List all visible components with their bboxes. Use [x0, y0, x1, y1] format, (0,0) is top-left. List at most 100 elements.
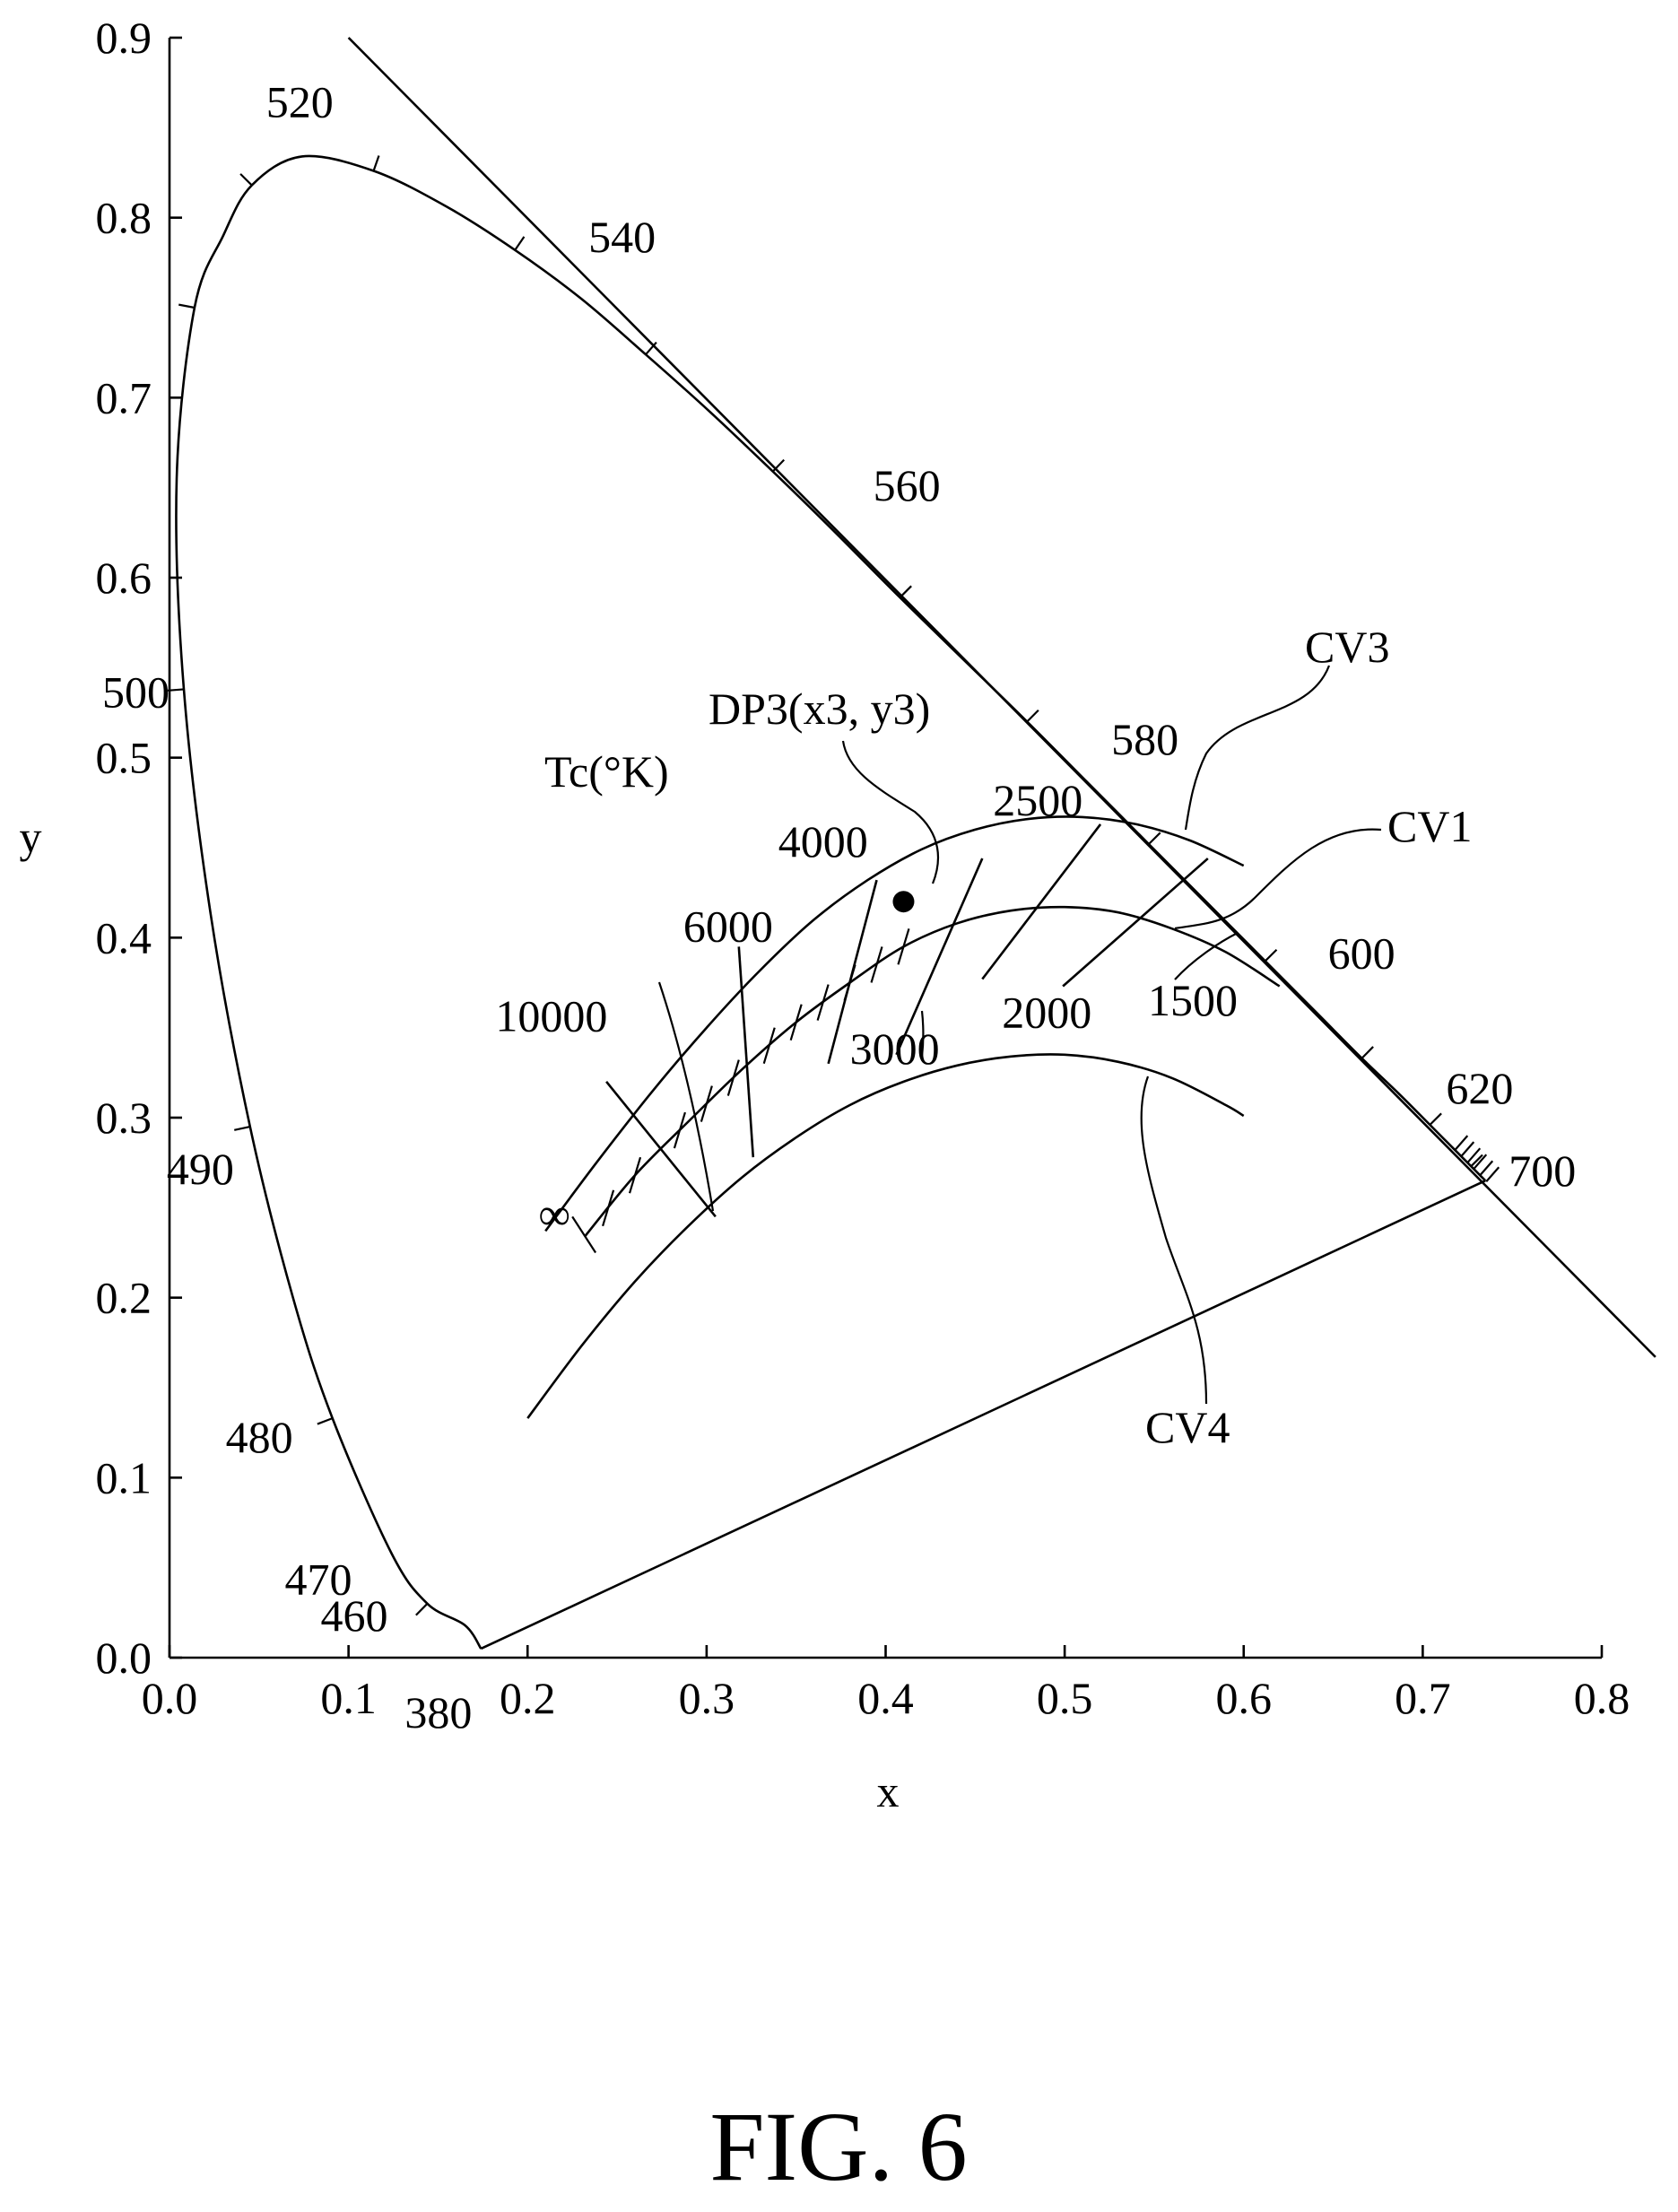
red-end-tick: [1460, 1141, 1475, 1157]
isotherm-line-4000: [827, 879, 878, 1065]
dp3-point: [892, 891, 915, 913]
wavelength-label-600: 600: [1328, 928, 1395, 979]
x-axis-title: x: [877, 1766, 900, 1816]
y-tick-label: 0.3: [96, 1093, 152, 1143]
cv1-scale-tick: [789, 1004, 803, 1041]
x-tick-label: 0.5: [1037, 1673, 1093, 1723]
isotherm-label-2500: 2500: [993, 775, 1082, 825]
red-end-tick: [1454, 1135, 1469, 1151]
wavelength-tick: [1429, 1112, 1442, 1126]
cv1-scale-tick: [726, 1059, 740, 1096]
plot-axes: 0.0 0.1 0.2 0.3 0.4 0.5 0.6 0.7 0.8 0.0 0.1 0.2 0.3 0…: [96, 13, 1630, 1723]
wavelength-label-490: 490: [167, 1144, 234, 1194]
wavelength-tick: [1264, 948, 1278, 962]
wavelength-label-520: 520: [266, 76, 334, 126]
curves-group: [526, 815, 1281, 1419]
isotherm-line-2500: [981, 823, 1102, 980]
x-tick-label: 0.7: [1395, 1673, 1451, 1723]
x-tick-label: 0.0: [142, 1673, 198, 1723]
y-tick-label: 0.4: [96, 912, 152, 962]
wavelength-tick: [317, 1417, 334, 1425]
red-end-tick: [1479, 1160, 1494, 1176]
cv1-label: CV1: [1387, 801, 1472, 851]
isotherm-line-10000: [605, 1081, 717, 1218]
infinity-marker: ∞: [538, 1189, 570, 1239]
wavelength-tick: [899, 585, 912, 598]
tc-label: Tc(°K): [544, 746, 669, 797]
y-tick-label: 0.8: [96, 193, 152, 243]
y-tick-label: 0.7: [96, 372, 152, 422]
curve-cv3: [544, 815, 1245, 1232]
wavelength-tick: [372, 155, 380, 171]
x-tick-label: 0.6: [1216, 1673, 1273, 1723]
wavelength-label-470: 470: [285, 1554, 352, 1605]
cv1-scale-tick: [628, 1156, 642, 1194]
wavelength-tick: [1470, 1154, 1483, 1167]
y-axis-title: y: [20, 812, 42, 862]
isotherm-line-2000: [1062, 858, 1209, 988]
y-tick-label: 0.2: [96, 1273, 152, 1323]
wavelength-label-620: 620: [1446, 1063, 1513, 1113]
wavelength-label-460: 460: [320, 1590, 387, 1641]
isotherm-label-4000: 4000: [778, 816, 868, 867]
wavelength-tick: [1361, 1046, 1374, 1059]
wavelength-label-500: 500: [102, 666, 170, 717]
isotherm-label-10000: 10000: [495, 991, 607, 1041]
isotherm-1500-leader: [1174, 932, 1239, 980]
wavelength-tick: [1148, 832, 1161, 845]
y-tick-label: 0.1: [96, 1452, 152, 1502]
isotherm-line-3000: [895, 858, 984, 1056]
cv4-leader-line: [1140, 1076, 1208, 1405]
curve-cv4: [526, 1053, 1245, 1419]
spectral-locus-curve: [175, 154, 1487, 1650]
x-tick-label: 0.2: [500, 1673, 556, 1723]
wavelength-tick: [771, 458, 786, 473]
y-tick-label: 0.9: [96, 13, 152, 63]
wavelength-label-380: 380: [404, 1687, 472, 1737]
wavelength-tick: [167, 688, 185, 692]
y-tick-label: 0.6: [96, 553, 152, 603]
isotherm-label-3000: 3000: [850, 1023, 940, 1074]
red-end-tick: [1466, 1147, 1482, 1163]
y-tick-label: 0.0: [96, 1633, 152, 1683]
wavelength-tick: [514, 236, 526, 251]
isotherm-label-6000: 6000: [683, 901, 773, 951]
x-tick-label: 0.8: [1574, 1673, 1630, 1723]
wavelength-label-480: 480: [226, 1412, 293, 1462]
cv1-scale-tick: [870, 946, 883, 983]
red-end-tick: [1473, 1154, 1488, 1170]
isotherm-label-2000: 2000: [1002, 988, 1091, 1038]
cv1-scale-tick: [602, 1189, 615, 1227]
figure-caption: FIG. 6: [709, 2092, 967, 2201]
wavelength-tick: [415, 1603, 429, 1616]
cv1-scale-tick: [700, 1085, 713, 1122]
isotherm-3000-leader: [920, 1010, 925, 1058]
red-end-tick: [1485, 1166, 1500, 1182]
isotherm-1500-label: 1500: [1148, 975, 1238, 1025]
cv3-label: CV3: [1305, 622, 1389, 672]
dp3-label: DP3(x3, y3): [709, 684, 930, 734]
wavelength-label-700: 700: [1508, 1145, 1576, 1196]
cv1-end-cap: [571, 1215, 597, 1254]
dp3-leader-line: [841, 740, 940, 884]
cv1-leader-line: [1174, 828, 1382, 930]
cv1-scale-tick: [673, 1111, 686, 1149]
tangent-reference-line: [347, 37, 1656, 1358]
wavelength-label-580: 580: [1111, 714, 1178, 764]
wavelength-tick: [239, 173, 253, 187]
cv3-leader-line: [1184, 665, 1331, 831]
isotherm-10000-leader: [657, 981, 715, 1212]
x-tick-label: 0.3: [679, 1673, 735, 1723]
cv1-scale-tick: [762, 1027, 776, 1065]
cv4-label: CV4: [1145, 1402, 1230, 1452]
wavelength-label-540: 540: [588, 212, 656, 262]
wavelength-tick: [234, 1125, 251, 1131]
purple-line: [480, 1180, 1486, 1650]
curve-cv1: [584, 905, 1281, 1238]
x-tick-label: 0.1: [320, 1673, 377, 1723]
wavelength-tick: [1026, 709, 1039, 723]
y-tick-label: 0.5: [96, 733, 152, 783]
